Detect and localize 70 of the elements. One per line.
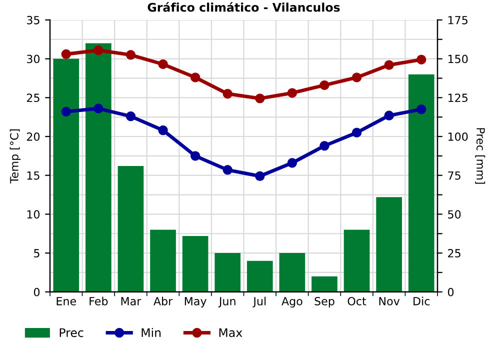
bar (53, 58, 80, 292)
x-tick-label: Oct (348, 296, 366, 306)
point (287, 158, 298, 168)
point (222, 88, 232, 99)
y-axis-title: Temp [°C] (10, 129, 21, 184)
point (126, 50, 136, 60)
chart-title: Gráfico climático - Vilanculos (148, 2, 340, 12)
x-tick-label: Ene (56, 297, 76, 306)
bar (344, 230, 370, 292)
y2-tick-label: 150 (448, 54, 468, 64)
y-tick-label: 25 (26, 94, 40, 102)
point (320, 140, 330, 151)
bar (214, 253, 241, 292)
y2-axis-title: Prec [mm] (475, 128, 486, 184)
x-tick-label: Feb (90, 296, 108, 306)
y-tick-label: 30 (26, 54, 40, 64)
point (352, 128, 362, 138)
point (158, 125, 168, 136)
bar (86, 43, 112, 292)
point (61, 106, 72, 116)
bar (312, 276, 338, 292)
bar (182, 236, 208, 292)
y-tick-label: 5 (34, 249, 40, 258)
legend-label: Min (142, 328, 161, 337)
point (352, 72, 362, 82)
point (255, 171, 265, 181)
point (222, 165, 232, 175)
point (416, 104, 426, 114)
bar (408, 74, 434, 292)
x-tick-label: Ago (282, 297, 302, 308)
y-tick-label: 35 (26, 16, 40, 24)
bar (150, 230, 176, 292)
x-tick-label: May (184, 297, 206, 308)
x-tick-label: Dic (414, 296, 430, 306)
y2-tick-label: 125 (448, 94, 468, 102)
y-tick-label: 10 (27, 210, 40, 219)
point (126, 111, 136, 122)
point (416, 54, 426, 64)
bar (118, 166, 144, 292)
point (61, 49, 72, 59)
point (255, 94, 265, 104)
point (158, 59, 168, 70)
x-tick-label: Abr (153, 296, 173, 306)
point (287, 88, 298, 98)
y2-tick-label: 50 (448, 210, 461, 219)
x-tick-label: Jul (252, 296, 266, 308)
y2-tick-label: 0 (448, 288, 454, 296)
point (190, 151, 200, 161)
y2-tick-label: 100 (448, 132, 468, 141)
point (94, 104, 104, 114)
legend-label: Prec (60, 328, 84, 338)
point (384, 60, 394, 70)
x-tick-label: Mar (121, 297, 142, 306)
bar (246, 260, 273, 292)
bar (279, 253, 306, 292)
y2-tick-label: 75 (448, 171, 460, 180)
point (384, 110, 394, 120)
y-tick-label: 15 (27, 171, 40, 180)
legend-label: Max (219, 328, 242, 338)
x-tick-label: Nov (379, 297, 400, 306)
x-tick-label: Jun (218, 297, 236, 308)
y2-tick-label: 25 (448, 249, 460, 258)
y-tick-label: 0 (34, 288, 40, 296)
point (94, 45, 104, 56)
bar (376, 197, 402, 292)
x-tick-label: Sep (314, 296, 334, 308)
y-tick-label: 20 (26, 132, 40, 141)
y2-tick-label: 175 (448, 16, 468, 24)
point (190, 72, 200, 82)
point (320, 80, 330, 90)
